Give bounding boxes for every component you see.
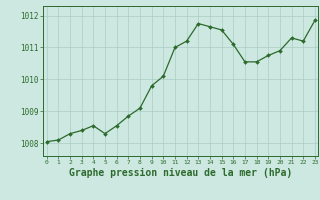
X-axis label: Graphe pression niveau de la mer (hPa): Graphe pression niveau de la mer (hPa) [69, 168, 292, 178]
